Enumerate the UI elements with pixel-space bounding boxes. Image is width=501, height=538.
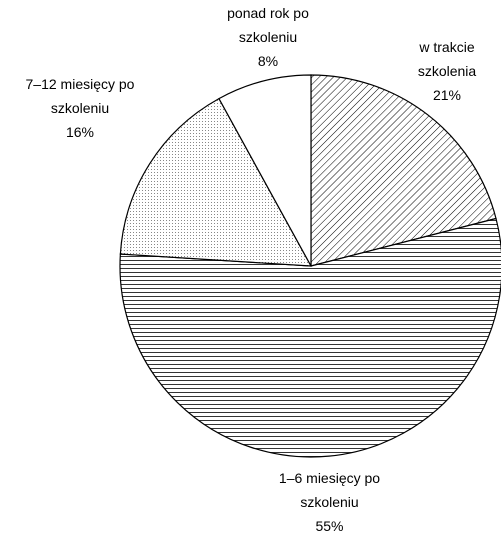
- pie-slice: [119, 97, 313, 267]
- value-label: 21%: [432, 87, 462, 103]
- pie-slice: [310, 74, 497, 267]
- value-label: 8%: [257, 53, 279, 69]
- pie-slice: [218, 74, 312, 267]
- pie-slice: [119, 217, 501, 458]
- slice-label: 7–12 miesięcy po szkoleniu 16%: [2, 72, 158, 144]
- category-label: 7–12 miesięcy po szkoleniu: [25, 76, 135, 116]
- slice-label: w trakcie szkolenia 21%: [402, 35, 492, 107]
- slice-label: 1–6 miesięcy po szkoleniu 55%: [252, 466, 407, 538]
- value-label: 55%: [315, 518, 344, 534]
- category-label: 1–6 miesięcy po szkoleniu: [278, 470, 381, 510]
- value-label: 16%: [65, 124, 95, 140]
- category-label: ponad rok po szkoleniu: [227, 5, 309, 45]
- slice-label: ponad rok po szkoleniu 8%: [203, 1, 333, 73]
- category-label: w trakcie szkolenia: [417, 39, 477, 79]
